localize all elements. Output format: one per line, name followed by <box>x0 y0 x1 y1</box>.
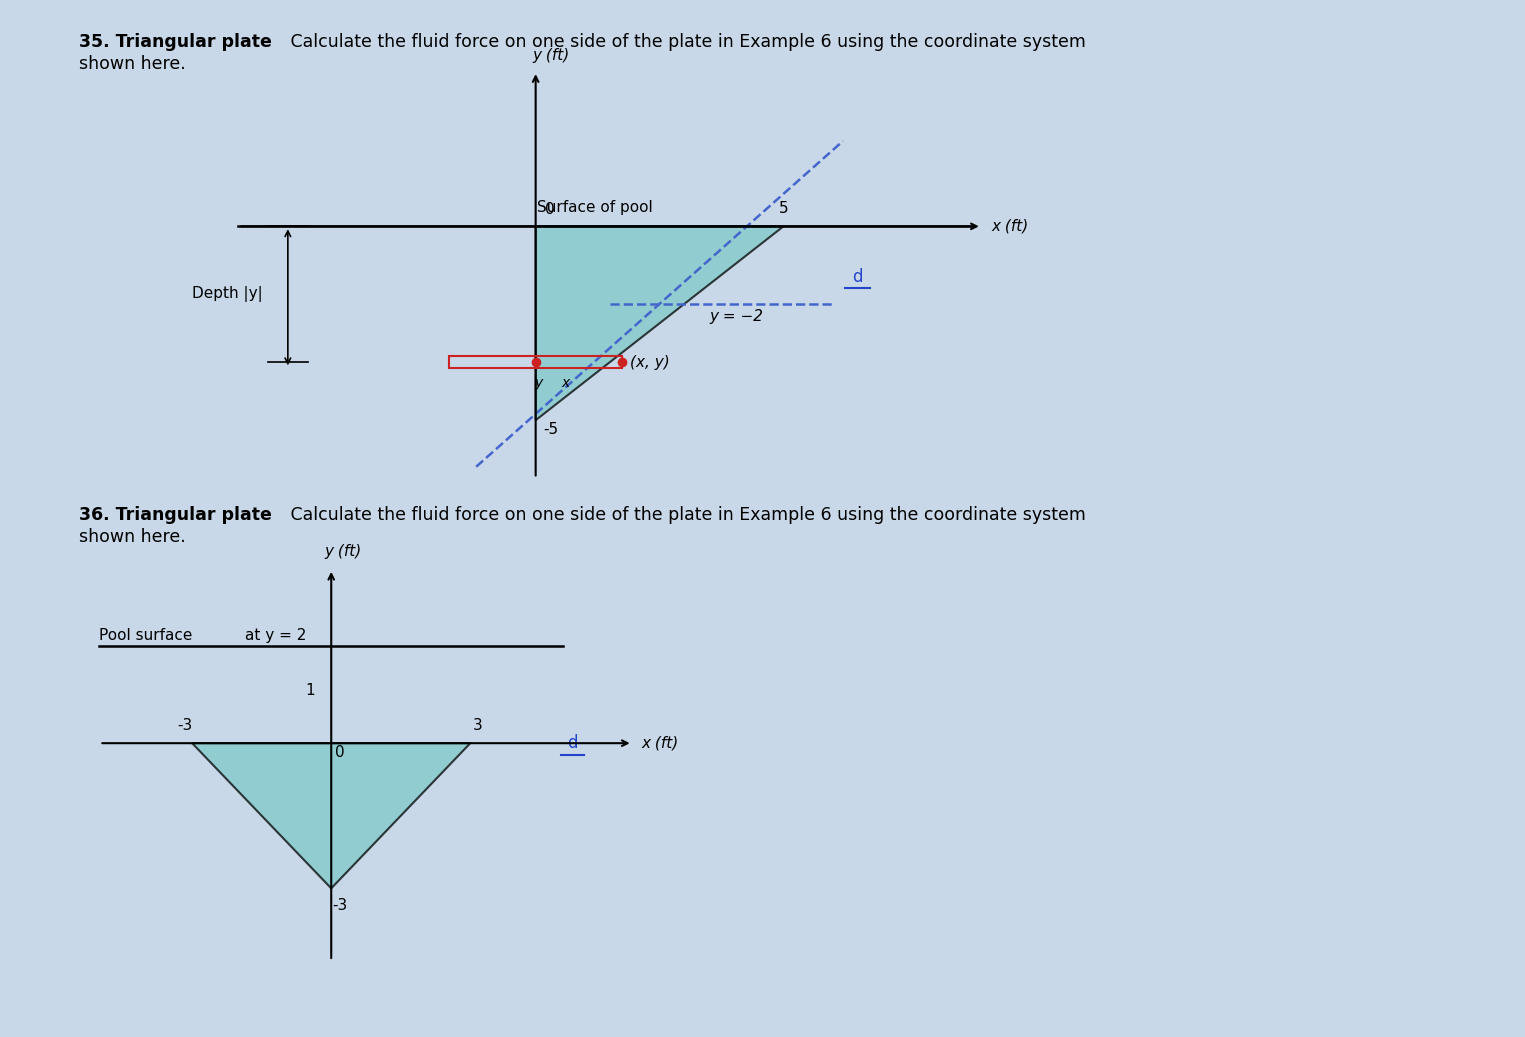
Text: at y = 2: at y = 2 <box>246 627 307 643</box>
Text: y: y <box>534 376 543 390</box>
Text: 35. Triangular plate: 35. Triangular plate <box>79 33 271 51</box>
Text: (x, y): (x, y) <box>630 355 669 369</box>
Polygon shape <box>192 744 470 889</box>
Text: y = −2: y = −2 <box>709 309 762 325</box>
Text: x: x <box>561 376 569 390</box>
Bar <box>448 356 622 368</box>
Text: Depth |y|: Depth |y| <box>192 286 262 302</box>
Polygon shape <box>535 226 784 420</box>
Text: 0: 0 <box>544 202 555 217</box>
Text: -5: -5 <box>543 422 558 437</box>
Text: d: d <box>567 734 578 752</box>
Text: y (ft): y (ft) <box>325 544 361 559</box>
Text: d: d <box>852 268 863 286</box>
Text: shown here.: shown here. <box>79 55 186 73</box>
Text: 3: 3 <box>473 718 482 732</box>
Text: shown here.: shown here. <box>79 528 186 545</box>
Text: x (ft): x (ft) <box>991 219 1029 233</box>
Text: 0: 0 <box>336 745 345 760</box>
Text: Surface of pool: Surface of pool <box>537 199 653 215</box>
Text: -3: -3 <box>332 898 348 914</box>
Text: 1: 1 <box>305 682 316 698</box>
Text: Pool surface: Pool surface <box>99 627 192 643</box>
Text: x (ft): x (ft) <box>642 735 679 751</box>
Text: y (ft): y (ft) <box>532 49 569 63</box>
Text: Calculate the fluid force on one side of the plate in Example 6 using the coordi: Calculate the fluid force on one side of… <box>285 33 1086 51</box>
Text: 5: 5 <box>779 201 788 216</box>
Text: 36. Triangular plate: 36. Triangular plate <box>79 506 271 524</box>
Text: Calculate the fluid force on one side of the plate in Example 6 using the coordi: Calculate the fluid force on one side of… <box>285 506 1086 524</box>
Text: -3: -3 <box>177 718 192 732</box>
